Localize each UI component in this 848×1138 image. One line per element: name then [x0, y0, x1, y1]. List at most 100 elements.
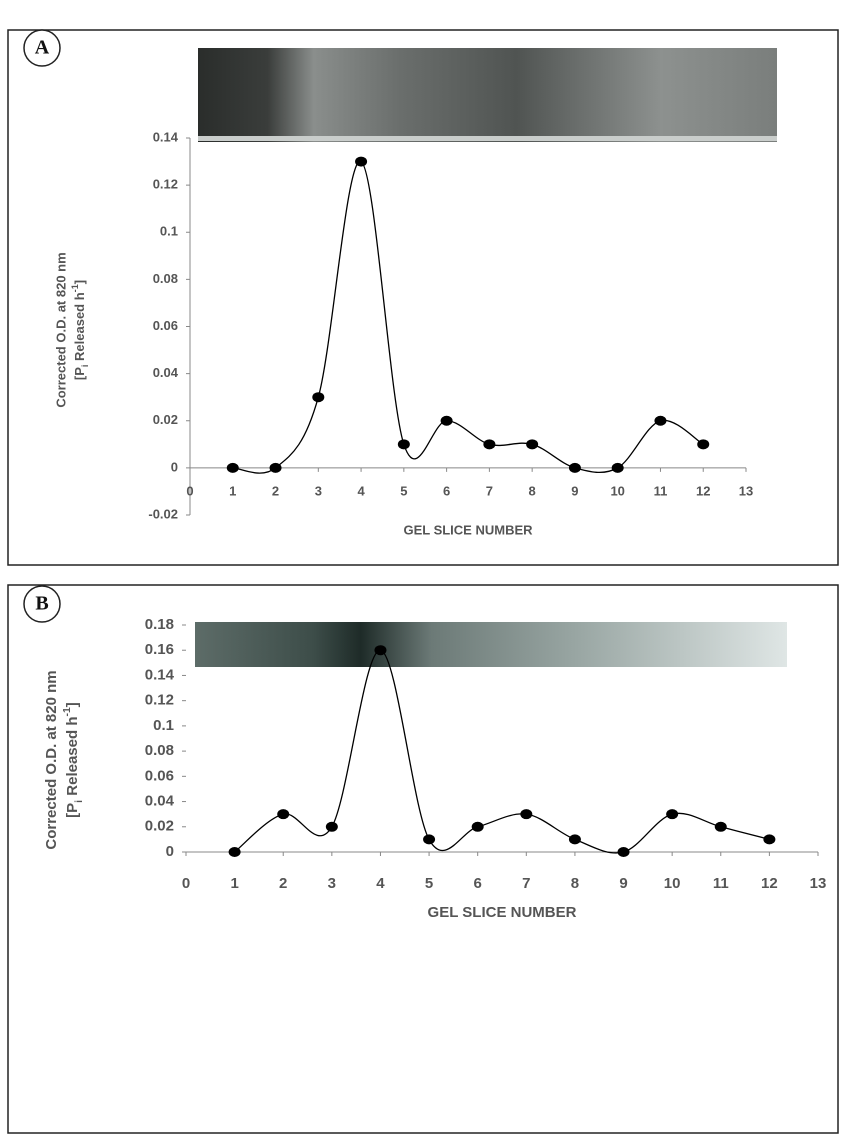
y-tick-label: 0.14 — [153, 129, 179, 144]
x-tick-label: 12 — [696, 483, 710, 498]
x-tick-label: 4 — [357, 483, 365, 498]
data-line — [232, 160, 704, 474]
x-tick-label: 1 — [230, 875, 238, 892]
y-tick-label: 0.02 — [145, 818, 174, 835]
y-tick-label: 0.08 — [153, 271, 178, 286]
y-tick-label: 0.18 — [145, 616, 174, 633]
x-tick-label: 11 — [654, 483, 668, 498]
data-line — [234, 649, 770, 854]
x-axis-label: GEL SLICE NUMBER — [428, 904, 577, 921]
x-tick-label: 10 — [610, 483, 624, 498]
x-tick-label: 4 — [376, 875, 385, 892]
y-tick-label: 0.04 — [153, 365, 179, 380]
data-point — [483, 439, 496, 450]
y-axis-label-part: -1 — [61, 707, 73, 716]
panel-frame — [7, 29, 839, 566]
y-tick-label: 0.1 — [153, 717, 174, 734]
data-point — [269, 462, 282, 473]
panel-label: B — [35, 593, 48, 615]
panel-frame — [7, 584, 839, 1134]
y-axis-label-group: Corrected O.D. at 820 nm [Pi Released h-1… — [53, 252, 90, 407]
y-axis-label-part: i — [80, 365, 90, 368]
x-tick-label: 12 — [761, 875, 778, 892]
y-axis-label: [Pi Released h-1] — [70, 280, 90, 380]
data-point — [355, 156, 368, 167]
x-tick-label: 6 — [474, 875, 482, 892]
panel-label: A — [35, 37, 50, 59]
data-point — [471, 821, 484, 832]
y-axis-label-part: [P — [72, 367, 87, 380]
x-tick-label: 5 — [400, 483, 407, 498]
x-tick-label: 10 — [664, 875, 681, 892]
x-tick-label: 9 — [619, 875, 627, 892]
y-axis-label-part: Released h — [72, 292, 87, 364]
y-axis-label-part: i — [73, 800, 85, 803]
data-point — [763, 834, 776, 845]
y-tick-label: 0.06 — [145, 767, 174, 784]
data-point — [611, 462, 624, 473]
x-tick-label: 1 — [229, 483, 236, 498]
panel-label-circle — [23, 585, 61, 623]
gel-edge — [198, 136, 777, 141]
y-tick-label: 0.16 — [145, 641, 174, 658]
y-axis-label: Corrected O.D. at 820 nm — [43, 670, 60, 849]
x-tick-label: 5 — [425, 875, 433, 892]
y-axis-label-part: -1 — [70, 284, 80, 292]
x-tick-label: 13 — [810, 875, 827, 892]
x-tick-label: 0 — [186, 483, 193, 498]
data-point — [325, 821, 338, 832]
y-tick-label: -0.02 — [148, 506, 178, 521]
y-axis-label-group: Corrected O.D. at 820 nm [Pi Released h-1… — [43, 670, 85, 849]
data-point — [654, 415, 667, 426]
y-axis-label-part: [P — [64, 803, 81, 818]
x-tick-label: 2 — [279, 875, 287, 892]
y-tick-label: 0.06 — [153, 318, 178, 333]
x-tick-label: 6 — [443, 483, 450, 498]
x-tick-label: 13 — [739, 483, 753, 498]
x-tick-label: 7 — [522, 875, 530, 892]
y-axis-label: [Pi Released h-1] — [61, 702, 85, 818]
x-tick-label: 9 — [571, 483, 578, 498]
x-tick-label: 2 — [272, 483, 279, 498]
x-tick-label: 7 — [486, 483, 493, 498]
x-tick-label: 3 — [328, 875, 336, 892]
y-axis-label-part: Released h — [64, 717, 81, 800]
data-point — [568, 834, 581, 845]
y-tick-label: 0 — [166, 843, 174, 860]
data-point — [568, 462, 581, 473]
data-point — [520, 809, 533, 820]
x-tick-label: 0 — [182, 875, 190, 892]
x-axis-label: GEL SLICE NUMBER — [403, 522, 533, 537]
data-point — [617, 847, 630, 857]
y-tick-label: 0.12 — [145, 692, 174, 709]
data-point — [397, 439, 410, 450]
gel-image — [198, 48, 777, 142]
y-axis-label: Corrected O.D. at 820 nm — [53, 252, 68, 407]
data-point — [277, 809, 290, 820]
data-point — [374, 645, 387, 656]
data-point — [226, 462, 239, 473]
x-tick-label: 8 — [571, 875, 579, 892]
data-point — [312, 392, 325, 403]
y-tick-label: 0.12 — [153, 177, 178, 192]
data-point — [423, 834, 436, 845]
y-tick-label: 0.14 — [145, 666, 175, 683]
data-point — [714, 821, 727, 832]
y-axis-label-part: ] — [64, 702, 81, 707]
y-axis-label-part: ] — [72, 280, 87, 284]
y-tick-label: 0.02 — [153, 412, 178, 427]
x-tick-label: 3 — [315, 483, 322, 498]
panel-label-circle — [23, 29, 61, 67]
x-tick-label: 8 — [529, 483, 536, 498]
gel-image — [195, 622, 787, 667]
y-tick-label: 0.04 — [145, 793, 175, 810]
data-point — [697, 439, 710, 450]
x-tick-label: 11 — [713, 875, 729, 892]
data-point — [526, 439, 539, 450]
y-tick-label: 0.1 — [160, 224, 178, 239]
data-point — [440, 415, 453, 426]
data-point — [666, 809, 679, 820]
y-tick-label: 0 — [171, 459, 178, 474]
y-tick-label: 0.08 — [145, 742, 174, 759]
